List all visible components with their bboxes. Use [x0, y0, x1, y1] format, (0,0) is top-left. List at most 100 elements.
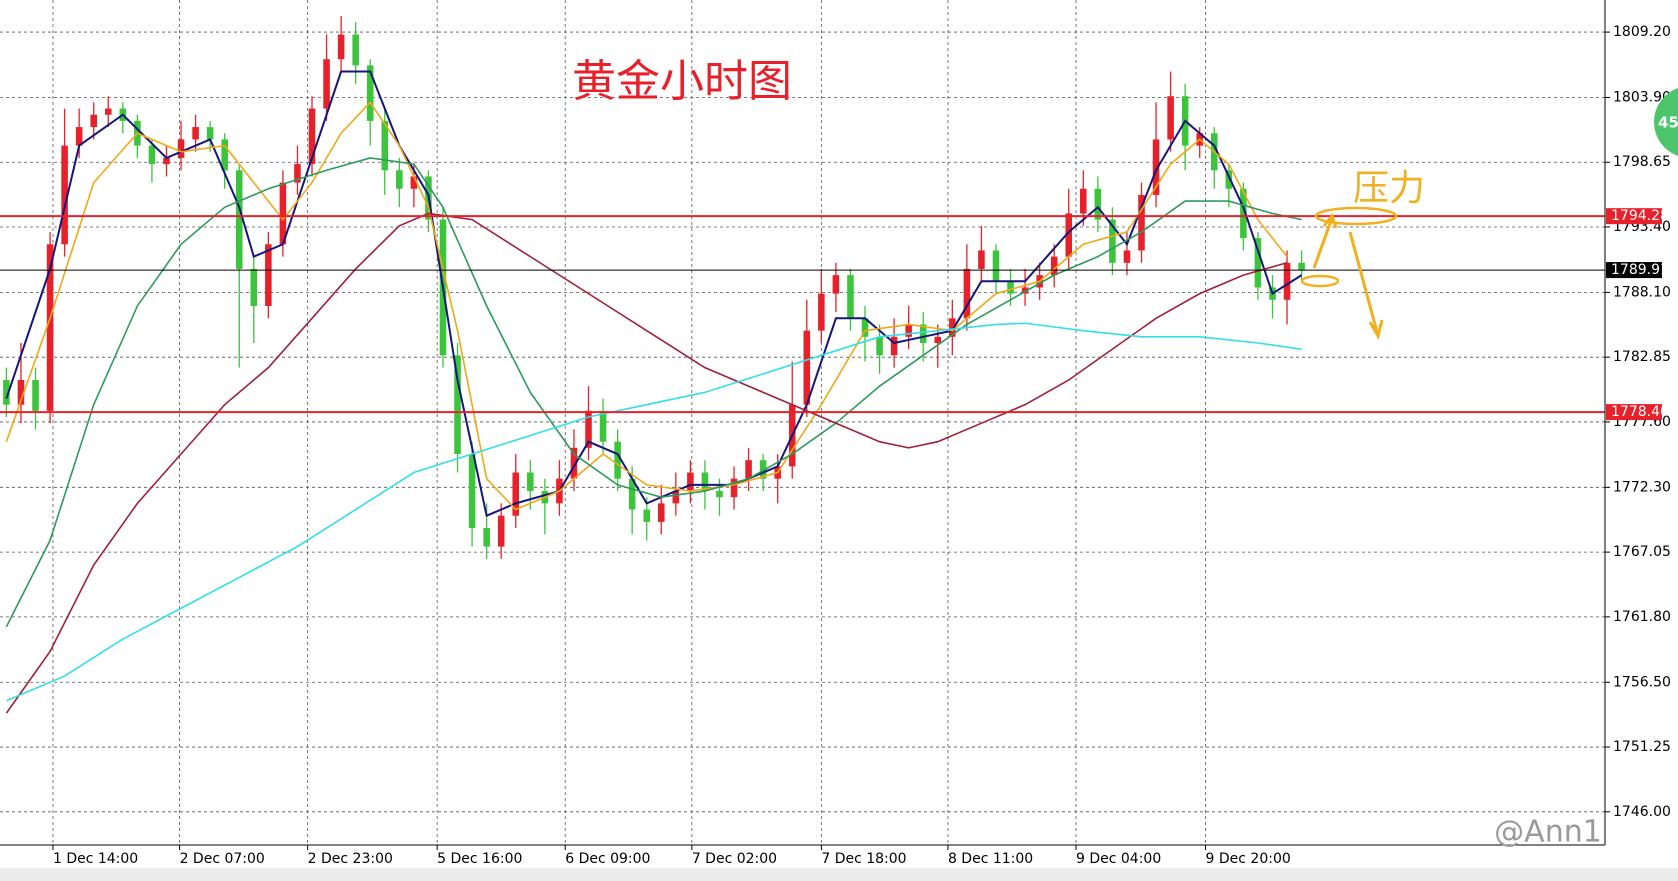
candle-body	[221, 139, 228, 171]
candle-body	[323, 59, 330, 109]
candle-body	[759, 460, 767, 479]
candle-body	[861, 318, 869, 337]
candle-body	[818, 293, 825, 331]
chart-title: 黄金小时图	[572, 56, 792, 107]
candle-body	[483, 528, 490, 547]
bottom-strip	[0, 868, 1678, 881]
y-tick-label: 1746.00	[1613, 804, 1671, 820]
candle-body	[1240, 188, 1247, 239]
candle-body	[192, 127, 199, 140]
candle-body	[1094, 188, 1102, 220]
x-tick-label: 5 Dec 16:00	[437, 851, 522, 867]
price-label: 1794.28	[1611, 208, 1669, 224]
candle-body	[1123, 250, 1131, 263]
candle-body	[512, 472, 520, 516]
price-label-box	[1606, 404, 1662, 421]
x-tick-label: 7 Dec 02:00	[692, 851, 777, 867]
candle-body	[905, 324, 912, 337]
candle-body	[1065, 213, 1073, 257]
candle-body	[46, 244, 54, 411]
moving-average	[5, 157, 1302, 628]
price-label: 1789.91	[1611, 262, 1669, 278]
candle-body	[657, 503, 665, 522]
candle-body	[716, 491, 723, 498]
candle-body	[599, 410, 607, 442]
candle-body	[963, 268, 971, 319]
candle-body	[32, 379, 39, 411]
candle-body	[366, 65, 374, 121]
price-label: 1778.40	[1611, 404, 1669, 420]
candle-body	[163, 157, 170, 165]
candle-body	[1007, 281, 1014, 294]
candle-body	[876, 336, 883, 356]
candle-body	[643, 509, 650, 522]
candle-body	[235, 170, 243, 269]
candle-body	[3, 379, 10, 405]
candle-body	[527, 472, 534, 492]
moving-average	[5, 212, 1288, 714]
annotation: 压力	[1353, 168, 1425, 209]
candle-body	[672, 491, 680, 504]
candle-body	[1254, 238, 1262, 288]
candle-body	[410, 176, 418, 189]
x-tick-label: 7 Dec 18:00	[821, 851, 906, 867]
annotation-ellipse	[1314, 206, 1398, 226]
y-tick-label: 1803.90	[1613, 89, 1671, 105]
candle-body	[745, 460, 752, 479]
candle-body	[90, 114, 97, 128]
y-tick-label: 1761.80	[1613, 609, 1671, 625]
price-label-box	[1606, 208, 1662, 225]
candle-body	[61, 145, 68, 245]
x-tick-label: 1 Dec 14:00	[53, 851, 138, 867]
x-tick-label: 6 Dec 09:00	[565, 851, 650, 867]
moving-average	[5, 70, 1303, 518]
price-label-box	[1606, 262, 1662, 279]
candle-body	[992, 250, 1000, 282]
candle-body	[396, 170, 403, 189]
candle-body	[919, 324, 927, 343]
labels: 1809.201803.901798.651793.401788.101782.…	[52, 24, 1671, 867]
candle-body	[934, 336, 942, 343]
candle-body	[104, 108, 112, 115]
candle-body	[585, 410, 592, 448]
badge-text: 45	[1658, 114, 1678, 132]
candle-body	[701, 472, 709, 492]
candle-body	[468, 454, 476, 529]
candle-body	[294, 164, 301, 183]
x-tick-label: 9 Dec 20:00	[1206, 851, 1291, 867]
x-tick-label: 9 Dec 04:00	[1076, 851, 1161, 867]
y-tick-label: 1756.50	[1613, 674, 1671, 690]
candle-body	[1080, 188, 1087, 214]
y-tick-label: 1772.30	[1613, 479, 1671, 495]
candle-body	[1138, 194, 1145, 251]
candle-body	[177, 139, 185, 158]
candle-body	[570, 447, 578, 479]
x-tick-label: 8 Dec 11:00	[948, 851, 1033, 867]
candle-body	[803, 330, 811, 405]
candle-body	[381, 120, 389, 171]
moving-average	[6, 322, 1302, 702]
candle-body	[628, 478, 636, 510]
candle-body	[279, 182, 287, 245]
candle-body	[250, 268, 258, 306]
watermark: @Ann1	[1494, 815, 1602, 850]
y-tick-label: 1767.05	[1613, 544, 1671, 560]
candle-body	[206, 127, 214, 140]
candle-body	[847, 275, 854, 319]
y-tick-label: 1798.65	[1613, 154, 1671, 170]
x-tick-label: 2 Dec 23:00	[308, 851, 393, 867]
candle-body	[75, 127, 83, 146]
candle-body	[308, 108, 316, 165]
candle-body	[337, 34, 345, 60]
candle-body	[17, 379, 25, 405]
y-tick-label: 1782.85	[1613, 349, 1671, 365]
candle-body	[978, 250, 985, 269]
candle-body	[730, 478, 738, 498]
candle-body	[454, 355, 461, 455]
candle-body	[352, 34, 359, 66]
plot	[0, 16, 1605, 714]
candle-body	[1298, 262, 1305, 271]
